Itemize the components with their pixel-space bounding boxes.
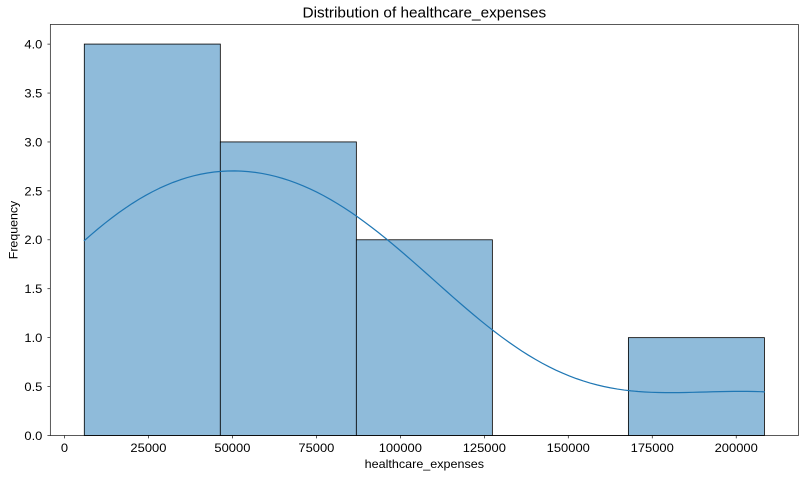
svg-text:50000: 50000 [214, 441, 250, 455]
svg-text:0.5: 0.5 [24, 380, 42, 394]
svg-text:Frequency: Frequency [6, 201, 20, 259]
svg-text:1.0: 1.0 [24, 331, 42, 345]
svg-text:healthcare_expenses: healthcare_expenses [365, 457, 484, 471]
svg-text:3.0: 3.0 [24, 135, 42, 149]
svg-text:1.5: 1.5 [24, 282, 42, 296]
svg-text:2.0: 2.0 [24, 233, 42, 247]
svg-text:3.5: 3.5 [24, 86, 42, 100]
svg-text:0.0: 0.0 [24, 429, 42, 443]
svg-text:0: 0 [61, 441, 69, 455]
svg-text:200000: 200000 [715, 441, 759, 455]
svg-text:175000: 175000 [631, 441, 675, 455]
svg-text:150000: 150000 [547, 441, 591, 455]
svg-text:125000: 125000 [463, 441, 507, 455]
svg-text:25000: 25000 [130, 441, 166, 455]
svg-text:4.0: 4.0 [24, 38, 42, 52]
svg-text:2.5: 2.5 [24, 184, 42, 198]
svg-text:75000: 75000 [298, 441, 334, 455]
svg-text:100000: 100000 [379, 441, 423, 455]
svg-text:Distribution of healthcare_exp: Distribution of healthcare_expenses [303, 6, 547, 22]
